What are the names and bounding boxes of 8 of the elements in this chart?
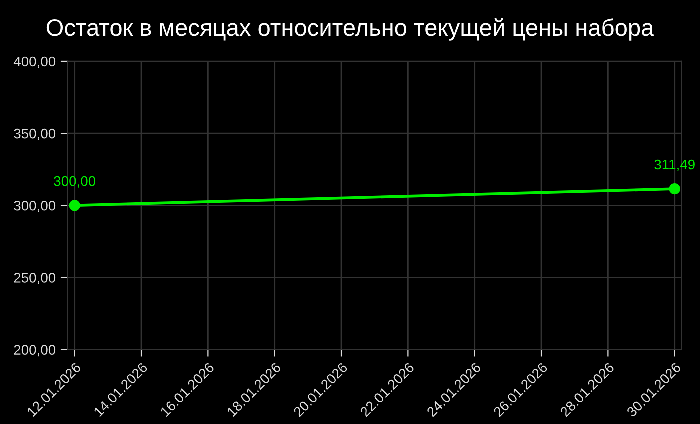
data-label: 311,49 (654, 160, 695, 172)
data-label: 300,00 (54, 176, 96, 188)
y-tick-label: 350,00 (14, 128, 56, 140)
y-tick-label: 250,00 (14, 273, 56, 285)
y-tick-label: 300,00 (14, 200, 56, 212)
y-tick-label: 200,00 (14, 345, 56, 357)
chart-title: Остаток в месяцах относительно текущей цены набора (46, 18, 654, 41)
y-tick-label: 400,00 (14, 56, 56, 68)
